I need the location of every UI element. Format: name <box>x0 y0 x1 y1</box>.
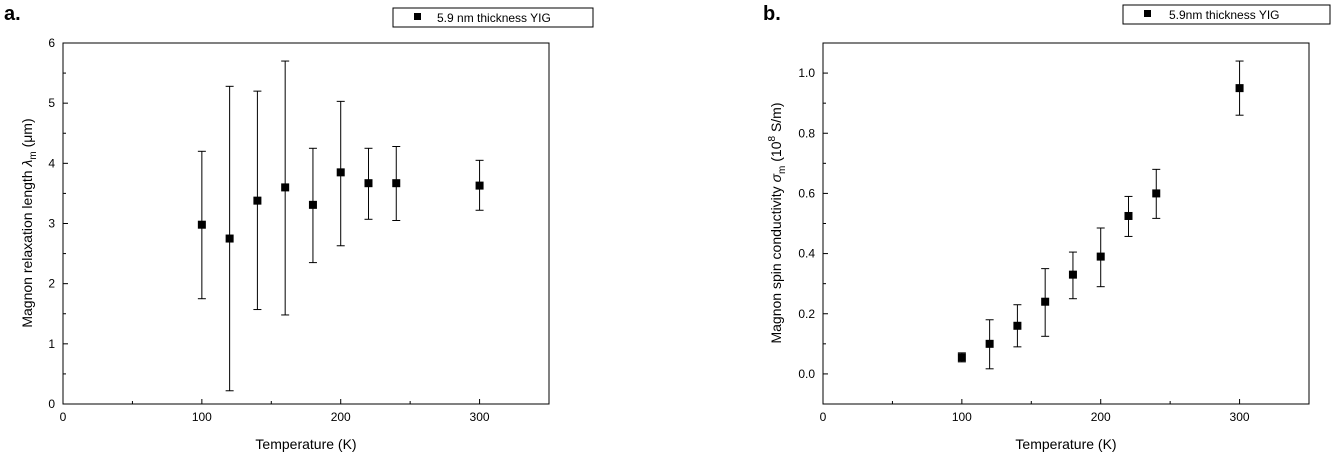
y-axis-title-b: Magnon spin conductivity σm (108 S/m) <box>767 102 788 343</box>
legend-a-box <box>392 7 594 28</box>
panel-a: a. 5.9 nm thickness YIG 0 100 200 300 0 1 2 3 4 5… <box>4 3 594 452</box>
ticks-b: 0 100 200 300 0.0 0.2 0.4 0.6 0.8 1.0 <box>798 66 1310 424</box>
y-tick-label-b: 1.0 <box>798 66 815 80</box>
panel-a-label: a. <box>4 3 21 25</box>
legend-b: 5.9nm thickness YIG <box>1122 4 1331 25</box>
y-tick-label-b: 0.2 <box>798 307 815 321</box>
y-tick-label-a: 5 <box>48 96 55 110</box>
x-axis-title-b: Temperature (K) <box>1015 436 1116 452</box>
y-axis-title-b-main: Magnon spin conductivity <box>768 182 784 343</box>
data-point-a <box>197 220 206 229</box>
legend-b-label: 5.9nm thickness YIG <box>1169 8 1280 22</box>
y-tick-label-b: 0.8 <box>798 126 815 140</box>
legend-a-marker <box>414 13 421 20</box>
data-point-a <box>308 200 317 209</box>
data-point-b <box>1068 270 1077 279</box>
data-point-b <box>1096 252 1105 261</box>
y-axis-title-a: Magnon relaxation length λm (μm) <box>19 118 39 327</box>
data-point-b <box>985 339 994 348</box>
panel-b-label: b. <box>763 3 781 25</box>
plot-frame-a <box>62 42 550 405</box>
data-point-a <box>392 179 401 188</box>
ticks-a: 0 100 200 300 0 1 2 3 4 5 6 <box>48 36 550 424</box>
plot-frame-b <box>822 42 1310 405</box>
y-axis-title-b-unit-pre: (10 <box>768 141 784 165</box>
y-tick-label-b: 0.0 <box>798 367 815 381</box>
data-point-a <box>475 181 484 190</box>
y-axis-title-a-symbol: λ <box>19 160 35 168</box>
data-point-b <box>1235 84 1244 93</box>
legend-a-label: 5.9 nm thickness YIG <box>437 11 551 25</box>
y-axis-title-a-main: Magnon relaxation length <box>19 167 35 328</box>
y-axis-title-b-sub: m <box>777 166 788 174</box>
data-point-b <box>1041 297 1050 306</box>
data-point-a <box>281 183 290 192</box>
x-tick-label-b: 200 <box>1091 410 1111 424</box>
x-tick-label-a: 0 <box>60 410 67 424</box>
x-tick-label-b: 0 <box>820 410 827 424</box>
y-tick-label-a: 1 <box>48 337 55 351</box>
y-tick-label-a: 4 <box>48 156 55 170</box>
x-tick-label-a: 100 <box>192 410 212 424</box>
y-tick-label-a: 3 <box>48 217 55 231</box>
data-point-b <box>957 353 966 362</box>
x-tick-label-a: 300 <box>470 410 490 424</box>
data-point-b <box>1152 189 1161 198</box>
x-axis-title-a: Temperature (K) <box>255 436 356 452</box>
data-point-a <box>253 196 262 205</box>
data-point-a <box>336 168 345 177</box>
data-point-b <box>1013 321 1022 330</box>
y-tick-label-a: 0 <box>48 397 55 411</box>
y-axis-title-b-sup: 8 <box>767 136 778 142</box>
y-tick-label-b: 0.6 <box>798 186 815 200</box>
legend-a: 5.9 nm thickness YIG <box>392 7 594 28</box>
y-axis-title-b-unit-post: S/m) <box>768 102 784 135</box>
y-axis-title-b-symbol: σ <box>768 173 784 182</box>
legend-b-marker <box>1144 10 1151 17</box>
legend-b-box <box>1122 4 1331 25</box>
y-axis-title-a-sub: m <box>28 151 39 159</box>
panel-b: b. 5.9nm thickness YIG 0 100 200 3000.00.20… <box>763 3 1331 452</box>
data-point-a <box>364 179 373 188</box>
y-tick-label-a: 6 <box>48 36 55 50</box>
y-axis-title-a-unit: (μm) <box>19 118 35 151</box>
x-tick-label-a: 200 <box>331 410 351 424</box>
y-tick-label-a: 2 <box>48 277 55 291</box>
marks-a <box>197 60 484 392</box>
x-tick-label-b: 300 <box>1230 410 1250 424</box>
x-tick-label-b: 100 <box>952 410 972 424</box>
data-point-a <box>225 234 234 243</box>
data-point-b <box>1124 211 1133 220</box>
marks-b <box>957 60 1244 370</box>
y-tick-label-b: 0.4 <box>798 247 815 261</box>
